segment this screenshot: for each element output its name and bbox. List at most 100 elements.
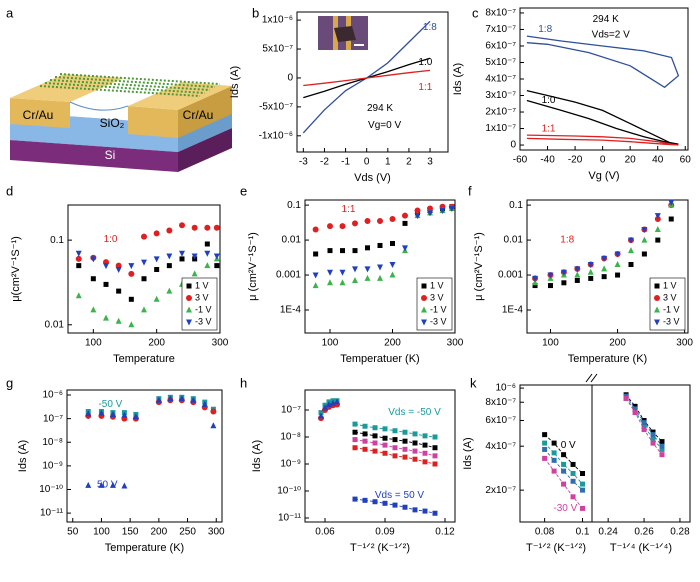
point	[90, 276, 96, 282]
point	[327, 269, 333, 276]
point	[339, 269, 346, 276]
point	[392, 445, 398, 451]
point	[75, 292, 82, 299]
point	[432, 510, 438, 516]
point	[90, 256, 97, 263]
point	[654, 226, 661, 233]
point	[103, 314, 109, 321]
annotation: 1:1	[342, 204, 356, 215]
y-axis-label: Ids (A)	[229, 66, 241, 98]
point	[382, 435, 388, 441]
point	[574, 266, 581, 273]
legend-label: -3 V	[663, 316, 680, 326]
fit-line	[544, 449, 583, 491]
point	[570, 478, 576, 484]
y-tick-label: 3x10⁻⁷	[485, 90, 516, 101]
x-tick-label: 200	[148, 338, 165, 349]
y-tick-label: -5x10⁻⁷	[259, 102, 293, 113]
y-tick-label: 0.01	[504, 235, 524, 246]
y-tick-label: 10⁻¹⁰	[277, 486, 301, 497]
point	[98, 481, 105, 488]
point	[574, 271, 581, 278]
x-tick-label: 60	[680, 155, 692, 166]
point	[362, 423, 368, 429]
y-tick-label: 2x10⁻⁷	[485, 485, 516, 496]
point	[402, 446, 408, 452]
point	[352, 248, 358, 254]
x-tick-label: 3	[427, 157, 433, 168]
point	[392, 437, 398, 443]
point	[412, 440, 418, 446]
point	[155, 396, 162, 403]
point	[561, 461, 567, 467]
point	[364, 218, 371, 225]
point	[412, 507, 418, 513]
point	[103, 263, 109, 270]
x-tick-label: 200	[384, 338, 401, 349]
electrode-left-top	[10, 74, 124, 102]
point	[372, 499, 378, 505]
legend-label: -3 V	[195, 316, 212, 326]
point	[109, 481, 116, 488]
point	[601, 274, 607, 280]
point	[362, 446, 368, 452]
y-tick-label: 2x10⁻⁷	[485, 107, 516, 118]
y-tick-label: 5x10⁻⁷	[262, 44, 293, 55]
y-tick-label: 0.001	[498, 270, 523, 281]
y-axis-label: μ(cm²V⁻¹S⁻¹)	[10, 236, 22, 302]
panel-label: f	[468, 183, 472, 198]
y-tick-label: 4x10⁻⁷	[485, 441, 516, 452]
point	[623, 395, 629, 401]
point	[116, 288, 122, 294]
point	[432, 461, 438, 467]
point	[547, 272, 554, 279]
point	[627, 237, 634, 244]
legend-marker	[186, 319, 192, 326]
legend-label: -3 V	[430, 316, 447, 326]
point	[75, 255, 82, 262]
point	[627, 247, 634, 254]
y-axis-label: μ (cm²V⁻¹S⁻¹)	[247, 232, 259, 301]
panel-label: c	[472, 5, 479, 20]
point	[154, 266, 160, 272]
point	[668, 216, 674, 222]
point	[214, 263, 220, 269]
annotation: 1:0	[418, 57, 432, 68]
legend-label: 3 V	[663, 292, 677, 302]
annotation: 1:0	[542, 95, 556, 106]
point	[389, 216, 396, 223]
chart: 0.06 0.09 0.12 10⁻⁷ 10⁻⁸ 10⁻⁹ 10⁻¹⁰ 10⁻¹¹ h T⁻¹ᐟ²…	[240, 375, 456, 554]
panel-label: a	[6, 5, 14, 20]
point	[313, 251, 319, 257]
point	[128, 263, 135, 270]
point	[560, 269, 567, 276]
x-axis-label: Temperatuer (K)	[340, 353, 419, 365]
point	[364, 274, 371, 281]
annotation: 1:8	[560, 235, 574, 246]
y-tick-label: 5x10⁻⁷	[485, 57, 516, 68]
chart: 0.08 0.1 10⁻⁶ 8x10⁻⁷ 6x10⁻⁷ 4x10⁻⁷ 2x10⁻⁷ k T⁻¹ᐟ…	[462, 375, 593, 554]
point	[542, 440, 548, 446]
x-tick-label: 100	[322, 338, 339, 349]
point	[574, 277, 580, 283]
point	[601, 255, 608, 262]
point	[141, 233, 147, 240]
point	[352, 220, 358, 227]
point	[352, 496, 358, 502]
electrode-right-side	[178, 86, 232, 138]
y-tick-label: 8x10⁻⁷	[485, 8, 516, 19]
point	[128, 270, 135, 277]
y-axis-label: μ (cm²V⁻¹S⁻¹)	[473, 232, 485, 301]
point	[377, 264, 383, 271]
legend-marker	[654, 295, 660, 301]
point	[340, 248, 345, 254]
x-axis-label: T⁻¹ᐟ² (K⁻¹ᐟ²)	[526, 542, 586, 554]
annotation: -30 V	[553, 503, 577, 514]
y-axis-label: Ids (A)	[452, 63, 464, 95]
point	[615, 272, 621, 278]
point	[322, 404, 328, 411]
point	[210, 422, 217, 429]
point	[542, 455, 548, 461]
line	[526, 89, 679, 145]
x-axis-label: Vds (V)	[354, 172, 391, 184]
